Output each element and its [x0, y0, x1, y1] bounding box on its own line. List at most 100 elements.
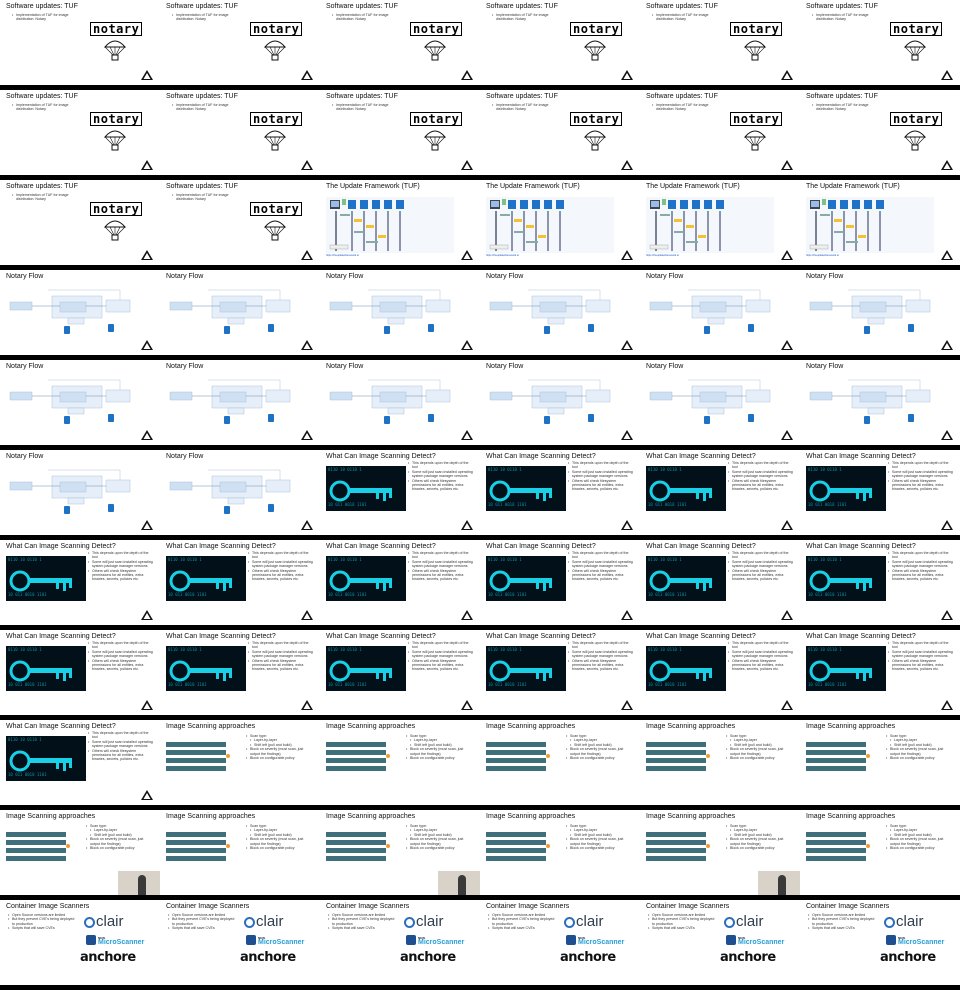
status-dot: [546, 844, 550, 848]
slide-thumbnail-detect[interactable]: What Can Image Scanning Detect? 0110 10 …: [320, 630, 480, 715]
bullet-item: Others will check filesystem permissions…: [888, 569, 954, 582]
slide-thumbnail-scan[interactable]: Image Scanning approaches Scan type: Lay…: [800, 810, 960, 895]
slide-thumbnail-detect[interactable]: What Can Image Scanning Detect? 0110 10 …: [800, 630, 960, 715]
slide-thumbnail-scan[interactable]: Image Scanning approaches Scan type: Lay…: [160, 810, 320, 895]
slide-thumbnail-tuf[interactable]: The Update Framework (TUF) https://theup…: [480, 180, 640, 265]
slide-thumbnail-notary[interactable]: Software updates: TUF Implementation of …: [160, 180, 320, 265]
tuf-link[interactable]: https://theupdateframework.io: [326, 254, 359, 257]
parachute-icon: [264, 40, 286, 61]
slide-thumbnail-notary[interactable]: Software updates: TUF Implementation of …: [480, 90, 640, 175]
slide-thumbnail-detect[interactable]: What Can Image Scanning Detect? 0110 10 …: [800, 540, 960, 625]
slide-thumbnail-notary[interactable]: Software updates: TUF Implementation of …: [0, 90, 160, 175]
slide-thumbnail-notary[interactable]: Software updates: TUF Implementation of …: [480, 0, 640, 85]
slide-thumbnail-notary[interactable]: Software updates: TUF Implementation of …: [0, 180, 160, 265]
slide-thumbnail-flow[interactable]: Notary Flow: [640, 270, 800, 355]
presenter-logo-icon: [301, 700, 313, 710]
bullet-item: Implementation of TUF for image distribu…: [492, 13, 552, 22]
slide-thumbnail-notary[interactable]: Software updates: TUF Implementation of …: [160, 0, 320, 85]
tuf-link[interactable]: https://theupdateframework.io: [806, 254, 839, 257]
bullet-item: Others will check filesystem permissions…: [408, 659, 474, 672]
slide-thumbnail-detect[interactable]: What Can Image Scanning Detect? 0110 10 …: [320, 540, 480, 625]
slide-thumbnail-detect[interactable]: What Can Image Scanning Detect? 0110 10 …: [640, 450, 800, 535]
slide-thumbnail-detect[interactable]: What Can Image Scanning Detect? 0110 10 …: [480, 630, 640, 715]
slide-thumbnail-notary[interactable]: Software updates: TUF Implementation of …: [320, 90, 480, 175]
slide-thumbnail-flow[interactable]: Notary Flow: [160, 270, 320, 355]
slide-thumbnail-detect[interactable]: What Can Image Scanning Detect? 0110 10 …: [640, 540, 800, 625]
presenter-logo-icon: [781, 430, 793, 440]
slide-thumbnail-notary[interactable]: Software updates: TUF Implementation of …: [640, 90, 800, 175]
presenter-logo-icon: [141, 160, 153, 170]
slide-thumbnail-notary[interactable]: Software updates: TUF Implementation of …: [800, 90, 960, 175]
tuf-link[interactable]: https://theupdateframework.io: [646, 254, 679, 257]
slide-thumbnail-flow[interactable]: Notary Flow: [320, 270, 480, 355]
slide-bullets: Scan type: Layer-by-layer Shift left (pu…: [726, 824, 794, 851]
digital-key-image: 0110 10 0110 1 10 011 0010 1101: [326, 556, 406, 601]
slide-thumbnail-notary[interactable]: Software updates: TUF Implementation of …: [320, 0, 480, 85]
slide-thumbnail-notary[interactable]: Software updates: TUF Implementation of …: [800, 0, 960, 85]
slide-thumbnail-tuf[interactable]: The Update Framework (TUF) https://theup…: [320, 180, 480, 265]
digital-key-image: 0110 10 0110 1 10 011 0010 1101: [6, 556, 86, 601]
digital-key-image: 0110 10 0110 1 10 011 0010 1101: [326, 646, 406, 691]
slide-thumbnail-detect[interactable]: What Can Image Scanning Detect? 0110 10 …: [640, 630, 800, 715]
svg-text:0110 10 0110 1: 0110 10 0110 1: [328, 467, 362, 472]
slide-thumbnail-detect[interactable]: What Can Image Scanning Detect? 0110 10 …: [480, 540, 640, 625]
slide-thumbnail-detect[interactable]: What Can Image Scanning Detect? 0110 10 …: [0, 720, 160, 805]
slide-bullets: This depends upon the depth of the tool …: [408, 461, 474, 492]
slide-thumbnail-scanners[interactable]: Container Image Scanners Open Source ver…: [640, 900, 800, 985]
slide-thumbnail-detect[interactable]: What Can Image Scanning Detect? 0110 10 …: [320, 450, 480, 535]
slide-thumbnail-flow[interactable]: Notary Flow: [0, 450, 160, 535]
table-row: [326, 742, 386, 747]
slide-thumbnail-flow[interactable]: Notary Flow: [0, 270, 160, 355]
bullet-item: Block on severity (must scan, just outpu…: [86, 837, 154, 846]
slide-thumbnail-scan[interactable]: Image Scanning approaches Scan type: Lay…: [640, 720, 800, 805]
slide-thumbnail-flow[interactable]: Notary Flow: [0, 360, 160, 445]
slide-thumbnail-scan[interactable]: Image Scanning approaches Scan type: Lay…: [320, 720, 480, 805]
slide-title: Image Scanning approaches: [646, 813, 736, 820]
slide-title: What Can Image Scanning Detect?: [486, 633, 596, 640]
slide-thumbnail-flow[interactable]: Notary Flow: [800, 360, 960, 445]
slide-thumbnail-scanners[interactable]: Container Image Scanners Open Source ver…: [160, 900, 320, 985]
slide-thumbnail-detect[interactable]: What Can Image Scanning Detect? 0110 10 …: [0, 540, 160, 625]
slide-thumbnail-flow[interactable]: Notary Flow: [160, 360, 320, 445]
slide-thumbnail-detect[interactable]: What Can Image Scanning Detect? 0110 10 …: [480, 450, 640, 535]
slide-title: Image Scanning approaches: [166, 723, 256, 730]
slide-thumbnail-scan[interactable]: Image Scanning approaches Scan type: Lay…: [640, 810, 800, 895]
notary-flow-diagram: [9, 289, 131, 334]
presenter-logo-icon: [781, 340, 793, 350]
bullet-item: Block on severity (must scan, just outpu…: [246, 837, 314, 846]
slide-thumbnail-notary[interactable]: Software updates: TUF Implementation of …: [160, 90, 320, 175]
slide-thumbnail-detect[interactable]: What Can Image Scanning Detect? 0110 10 …: [160, 540, 320, 625]
slide-thumbnail-scanners[interactable]: Container Image Scanners Open Source ver…: [0, 900, 160, 985]
bullet-item: Others will check filesystem permissions…: [728, 569, 794, 582]
slide-thumbnail-flow[interactable]: Notary Flow: [480, 360, 640, 445]
slide-thumbnail-scanners[interactable]: Container Image Scanners Open Source ver…: [480, 900, 640, 985]
slide-thumbnail-detect[interactable]: What Can Image Scanning Detect? 0110 10 …: [160, 630, 320, 715]
slide-thumbnail-notary[interactable]: Software updates: TUF Implementation of …: [0, 0, 160, 85]
slide-bullets: This depends upon the depth of the tool …: [888, 461, 954, 492]
tuf-link[interactable]: https://theupdateframework.io: [486, 254, 519, 257]
slide-thumbnail-flow[interactable]: Notary Flow: [640, 360, 800, 445]
slide-thumbnail-notary[interactable]: Software updates: TUF Implementation of …: [640, 0, 800, 85]
slide-thumbnail-flow[interactable]: Notary Flow: [480, 270, 640, 355]
slide-thumbnail-scanners[interactable]: Container Image Scanners Open Source ver…: [800, 900, 960, 985]
notary-flow-diagram: [169, 469, 291, 514]
slide-thumbnail-flow[interactable]: Notary Flow: [160, 450, 320, 535]
slide-title: What Can Image Scanning Detect?: [166, 543, 276, 550]
slide-bullets: Implementation of TUF for image distribu…: [12, 13, 72, 22]
svg-text:10 011 0010 1101: 10 011 0010 1101: [808, 592, 847, 597]
slide-thumbnail-flow[interactable]: Notary Flow: [320, 360, 480, 445]
bullet-item: Scripts that will save CVEs: [488, 926, 558, 931]
slide-thumbnail-tuf[interactable]: The Update Framework (TUF) https://theup…: [800, 180, 960, 265]
slide-thumbnail-scan[interactable]: Image Scanning approaches Scan type: Lay…: [480, 720, 640, 805]
slide-thumbnail-scan[interactable]: Image Scanning approaches Scan type: Lay…: [0, 810, 160, 895]
slide-thumbnail-scan[interactable]: Image Scanning approaches Scan type: Lay…: [320, 810, 480, 895]
slide-thumbnail-scan[interactable]: Image Scanning approaches Scan type: Lay…: [800, 720, 960, 805]
slide-thumbnail-scan[interactable]: Image Scanning approaches Scan type: Lay…: [160, 720, 320, 805]
slide-thumbnail-detect[interactable]: What Can Image Scanning Detect? 0110 10 …: [800, 450, 960, 535]
slide-thumbnail-tuf[interactable]: The Update Framework (TUF) https://theup…: [640, 180, 800, 265]
slide-thumbnail-scanners[interactable]: Container Image Scanners Open Source ver…: [320, 900, 480, 985]
slide-thumbnail-scan[interactable]: Image Scanning approaches Scan type: Lay…: [480, 810, 640, 895]
slide-thumbnail-detect[interactable]: What Can Image Scanning Detect? 0110 10 …: [0, 630, 160, 715]
slide-thumbnail-flow[interactable]: Notary Flow: [800, 270, 960, 355]
digital-key-image: 0110 10 0110 1 10 011 0010 1101: [646, 466, 726, 511]
